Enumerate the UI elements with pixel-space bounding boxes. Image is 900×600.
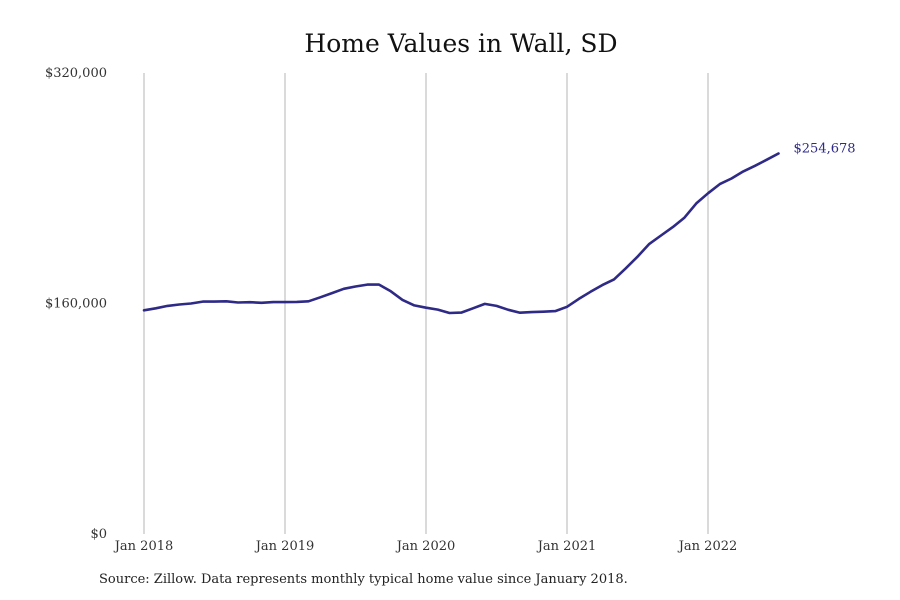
y-axis-ticks: $0 $160,000 $320,000 (45, 66, 107, 542)
source-note: Source: Zillow. Data represents monthly … (99, 572, 628, 587)
x-tick-label: Jan 2020 (395, 539, 456, 554)
gridlines (143, 73, 709, 534)
end-value-label: $254,678 (794, 142, 856, 157)
x-tick-label: Jan 2018 (113, 539, 174, 554)
y-tick-label: $320,000 (45, 66, 107, 81)
chart-title: Home Values in Wall, SD (304, 29, 617, 58)
x-tick-label: Jan 2021 (536, 539, 597, 554)
home-value-line (142, 152, 780, 315)
x-tick-label: Jan 2022 (677, 539, 738, 554)
x-tick-label: Jan 2019 (254, 539, 315, 554)
y-tick-label: $160,000 (45, 297, 107, 312)
x-axis-ticks: Jan 2018 Jan 2019 Jan 2020 Jan 2021 Jan 2022 (113, 539, 738, 554)
y-tick-label: $0 (90, 527, 107, 542)
